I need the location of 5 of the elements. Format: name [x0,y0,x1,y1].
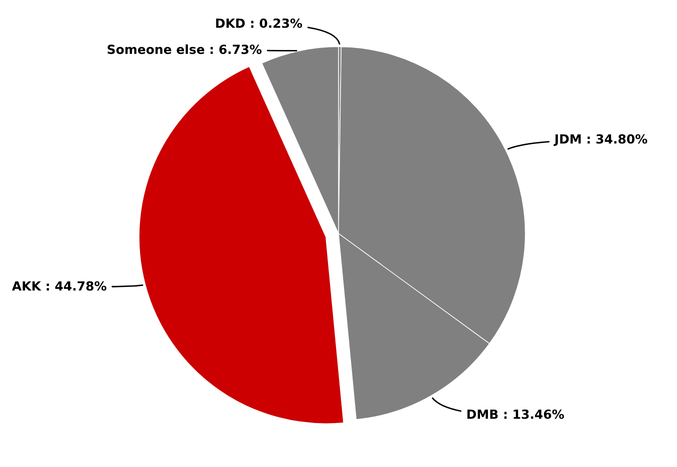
slice-label: JDM : 34.80% [554,134,648,146]
slice-label: AKK : 44.78% [12,281,106,291]
slice-label: Someone else : 6.73% [108,44,262,54]
slice-label: DMB : 13.46% [467,409,564,419]
slice-label: DKD : 0.23% [216,18,302,28]
